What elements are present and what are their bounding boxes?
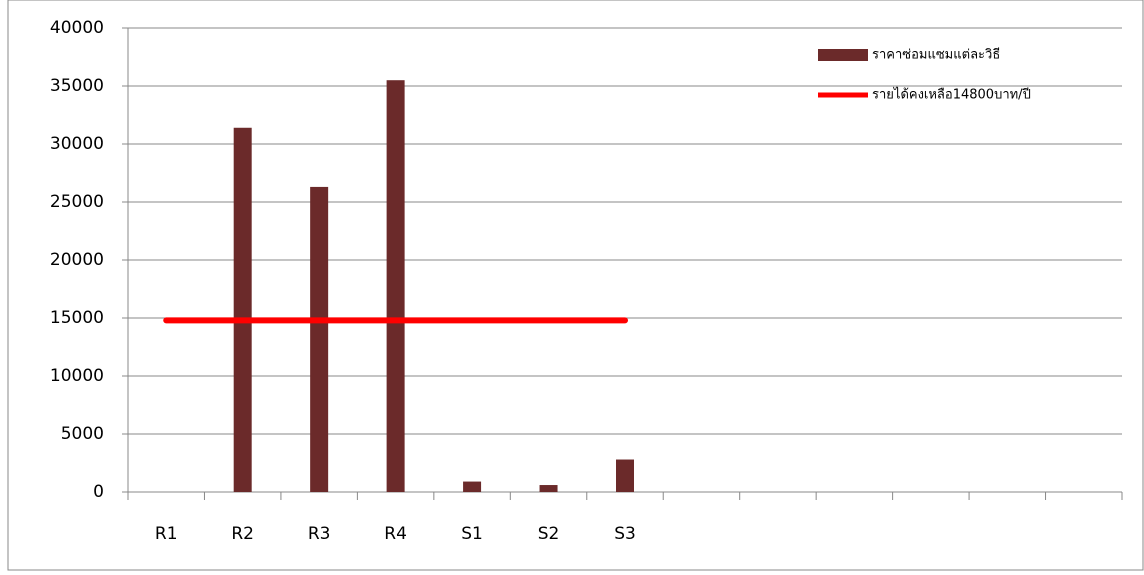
bar xyxy=(310,186,329,493)
y-tick-label: 15000 xyxy=(50,308,104,328)
bar xyxy=(539,485,558,492)
bar xyxy=(616,459,634,492)
legend: ราคาซ่อมแซมแต่ละวิธีรายได้คงเหลือ14800บา… xyxy=(818,47,1031,103)
y-tick-label: 20000 xyxy=(50,250,104,270)
x-tick-label: S3 xyxy=(614,524,636,544)
y-tick-label: 25000 xyxy=(50,192,104,212)
x-tick-label: R3 xyxy=(308,524,331,544)
legend-swatch xyxy=(818,49,868,61)
y-tick-label: 10000 xyxy=(50,366,104,386)
chart-frame xyxy=(7,0,1144,571)
bar xyxy=(386,80,405,492)
y-tick-label: 30000 xyxy=(50,134,104,154)
x-tick-label: R2 xyxy=(231,524,254,544)
y-tick-label: 35000 xyxy=(50,76,104,96)
y-tick-label: 40000 xyxy=(50,18,104,38)
bar xyxy=(233,127,252,492)
legend-label: รายได้คงเหลือ14800บาท/ปี xyxy=(872,87,1031,103)
x-tick-label: R1 xyxy=(155,524,178,544)
x-tick-label: S1 xyxy=(461,524,483,544)
y-tick-label: 5000 xyxy=(61,424,104,444)
bar xyxy=(463,481,482,492)
y-tick-label: 0 xyxy=(93,482,104,502)
x-tick-label: S2 xyxy=(538,524,560,544)
legend-label: ราคาซ่อมแซมแต่ละวิธี xyxy=(872,47,1000,63)
x-tick-label: R4 xyxy=(384,524,407,544)
